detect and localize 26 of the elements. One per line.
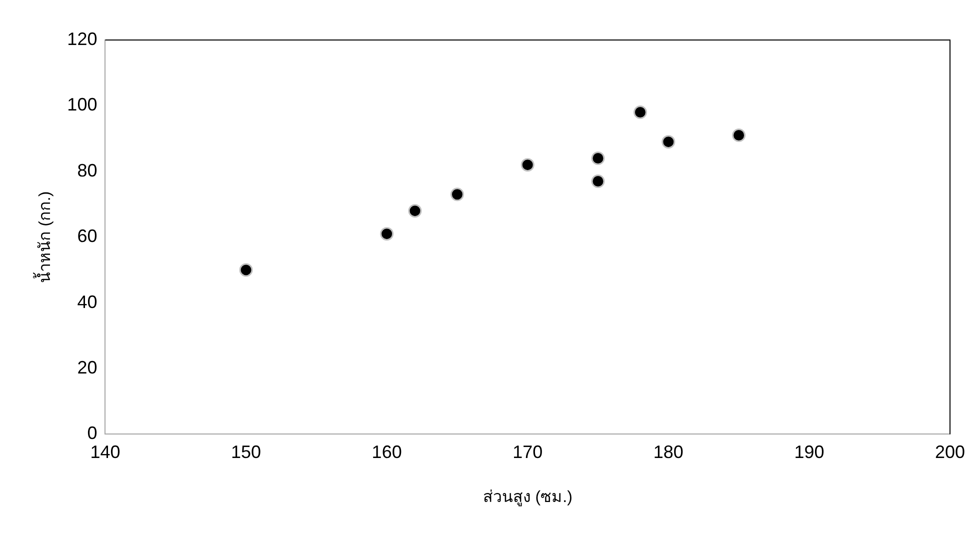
- point: [450, 188, 464, 202]
- y-tick-label: 80: [77, 160, 98, 180]
- point: [591, 174, 605, 188]
- point: [380, 227, 394, 241]
- x-tick-label: 160: [372, 442, 402, 462]
- y-tick-label: 100: [67, 94, 98, 115]
- point: [520, 158, 534, 172]
- x-tick-label: 150: [231, 442, 262, 462]
- point: [662, 135, 676, 149]
- x-tick-label: 140: [90, 442, 120, 462]
- y-tick-label: 40: [77, 292, 98, 312]
- y-tick-label: 0: [87, 423, 98, 444]
- y-tick-label: 60: [77, 226, 98, 246]
- point: [591, 152, 605, 166]
- y-axis-title: น้ำหนัก (กก.): [33, 191, 54, 283]
- x-tick-label: 180: [653, 442, 684, 462]
- point: [408, 204, 422, 218]
- y-tick-label: 120: [67, 28, 98, 49]
- y-tick-label: 20: [77, 357, 98, 378]
- point: [239, 263, 253, 277]
- x-tick-label: 200: [934, 442, 966, 462]
- point: [634, 106, 647, 120]
- x-tick-label: 190: [794, 442, 824, 462]
- point: [732, 128, 746, 142]
- x-axis-title: ส่วนสูง (ซม.): [482, 488, 572, 507]
- x-tick-label: 170: [512, 442, 543, 462]
